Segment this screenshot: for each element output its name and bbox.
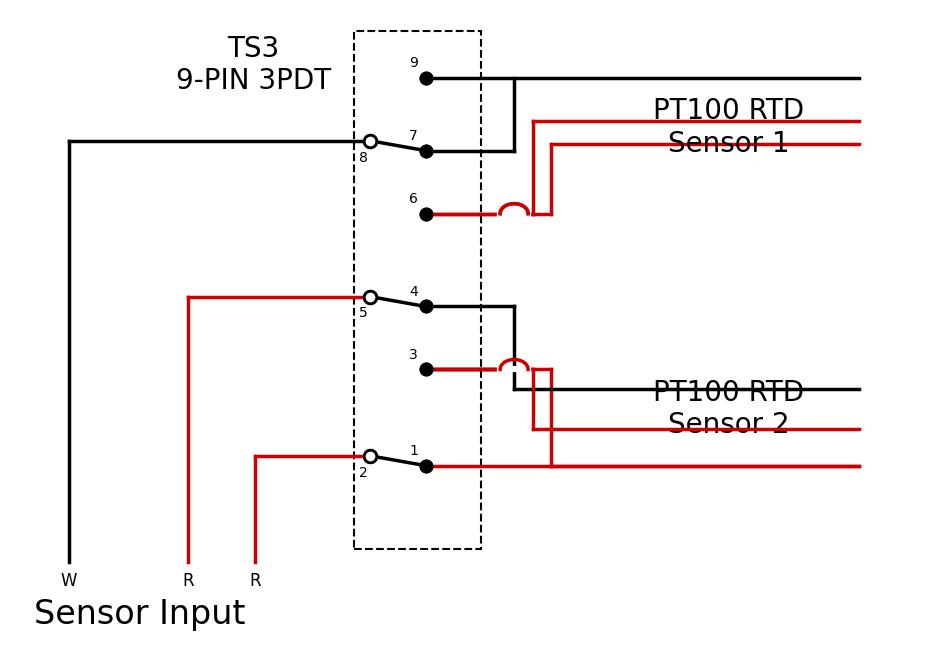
Text: 4: 4: [410, 284, 418, 298]
Text: R: R: [182, 571, 194, 590]
Text: TS3
9-PIN 3PDT: TS3 9-PIN 3PDT: [176, 35, 331, 95]
Text: 9: 9: [410, 56, 418, 70]
Text: 3: 3: [410, 348, 418, 362]
Text: 1: 1: [410, 444, 418, 458]
Text: 5: 5: [359, 306, 367, 320]
Text: 8: 8: [359, 151, 367, 165]
Text: 6: 6: [410, 192, 418, 206]
Text: W: W: [60, 571, 77, 590]
Text: Sensor Input: Sensor Input: [34, 598, 245, 631]
Text: 2: 2: [359, 466, 367, 480]
Text: 7: 7: [410, 129, 418, 143]
Text: PT100 RTD
Sensor 2: PT100 RTD Sensor 2: [653, 379, 804, 440]
Text: R: R: [249, 571, 261, 590]
Text: PT100 RTD
Sensor 1: PT100 RTD Sensor 1: [653, 97, 804, 158]
